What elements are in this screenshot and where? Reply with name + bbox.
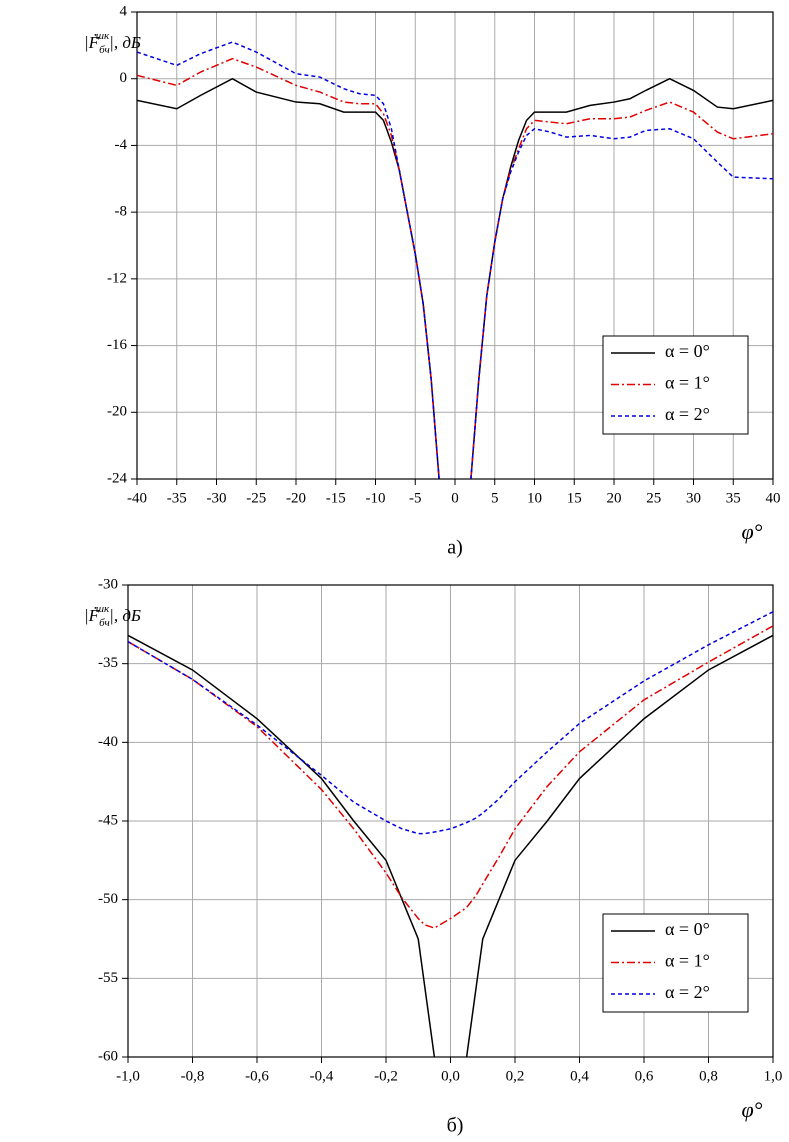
y-tick-label: -24 (107, 470, 127, 486)
y-tick-label: -35 (98, 655, 118, 671)
y-label-prefix: |Ḟ (84, 33, 100, 52)
y-label-sup: шк (96, 30, 110, 42)
x-tick-label: -40 (127, 490, 147, 506)
x-tick-label: -35 (167, 490, 187, 506)
x-tick-label: 0,2 (506, 1068, 525, 1084)
y-tick-label: -55 (98, 970, 118, 986)
x-tick-label: 15 (567, 490, 582, 506)
series-line (128, 634, 773, 1057)
y-tick-label: -45 (98, 812, 118, 828)
legend-label: α = 2° (665, 982, 710, 1002)
x-tick-label: -15 (326, 490, 346, 506)
x-tick-label: 1,0 (764, 1068, 783, 1084)
y-axis-label: |Ḟбч шк|, дБ (84, 30, 141, 56)
y-tick-label: 4 (120, 3, 128, 19)
x-tick-label: 0,6 (635, 1068, 654, 1084)
y-tick-label: -60 (98, 1048, 118, 1064)
legend-label: α = 1° (665, 373, 710, 393)
y-tick-label: -4 (115, 137, 128, 153)
plot-frame (127, 584, 774, 1058)
legend-label: α = 0° (665, 341, 710, 361)
caption: а) (447, 537, 463, 559)
x-tick-label: 0 (451, 490, 459, 506)
y-tick-label: -8 (115, 204, 128, 220)
legend-label: α = 0° (665, 919, 710, 939)
y-label-sub: бч (99, 44, 110, 56)
x-axis-label: φ° (742, 1097, 763, 1122)
x-tick-label: 40 (766, 490, 781, 506)
y-tick-label: -30 (98, 576, 118, 592)
x-tick-label: -10 (366, 490, 386, 506)
x-tick-label: 25 (646, 490, 661, 506)
y-label-sub: бч (99, 617, 110, 629)
x-tick-label: -1,0 (116, 1068, 140, 1084)
x-tick-label: 20 (607, 490, 622, 506)
plot-frame (136, 11, 774, 480)
series-line (128, 625, 773, 929)
y-label-sup: шк (96, 603, 110, 615)
x-tick-label: -0,6 (245, 1068, 269, 1084)
x-tick-label: 30 (686, 490, 701, 506)
y-label-suffix: |, дБ (109, 606, 141, 625)
x-tick-label: -0,2 (374, 1068, 398, 1084)
caption: б) (447, 1115, 464, 1137)
x-tick-label: -0,8 (181, 1068, 205, 1084)
y-tick-label: -50 (98, 891, 118, 907)
legend-label: α = 2° (665, 404, 710, 424)
y-tick-label: -40 (98, 734, 118, 750)
y-tick-label: -20 (107, 404, 127, 420)
x-tick-label: -5 (409, 490, 422, 506)
y-label-prefix: |Ḟ (84, 606, 100, 625)
x-tick-label: -25 (246, 490, 266, 506)
x-tick-label: 0,8 (699, 1068, 718, 1084)
x-tick-label: 35 (726, 490, 741, 506)
x-axis-label: φ° (742, 519, 763, 544)
x-tick-label: -20 (286, 490, 306, 506)
y-label-suffix: |, дБ (109, 33, 141, 52)
legend-label: α = 1° (665, 951, 710, 971)
y-axis-label: |Ḟбч шк|, дБ (84, 603, 141, 629)
x-tick-label: 0,4 (570, 1068, 589, 1084)
x-tick-label: 0,0 (441, 1068, 460, 1084)
x-tick-label: 5 (491, 490, 499, 506)
x-tick-label: 10 (527, 490, 542, 506)
y-tick-label: 0 (120, 70, 128, 86)
x-tick-label: -0,4 (310, 1068, 334, 1084)
series-line (137, 41, 773, 479)
y-tick-label: -16 (107, 337, 127, 353)
x-tick-label: -30 (207, 490, 227, 506)
y-tick-label: -12 (107, 270, 127, 286)
